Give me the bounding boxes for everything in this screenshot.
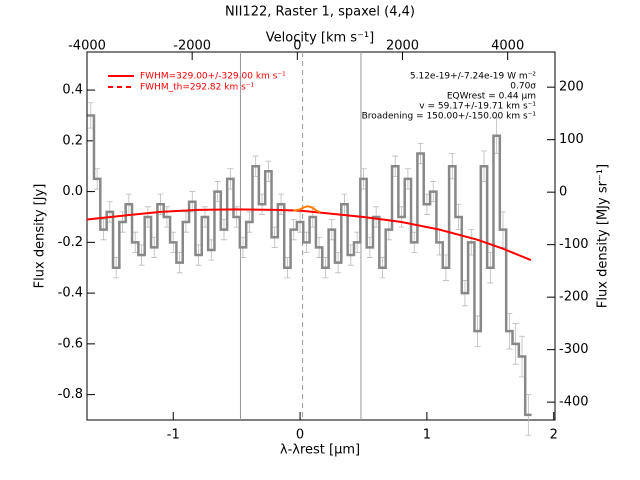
x-tick-label: 2 <box>550 428 558 443</box>
legend-label: FWHM_th=292.82 km s⁻¹ <box>140 83 255 93</box>
y-tick-label: 0.2 <box>62 133 83 148</box>
y-axis-label: Flux density [Jy] <box>33 184 48 289</box>
x2-tick-label: 0 <box>293 39 301 54</box>
y2-tick-label: -200 <box>559 290 589 305</box>
y-tick-label: 0.0 <box>62 184 83 199</box>
component-line <box>293 205 321 214</box>
x2-axis-label: Velocity [km s⁻¹] <box>266 31 374 46</box>
annotation: Broadening = 150.00+/-150.00 km s⁻¹ <box>362 112 537 122</box>
y2-axis-label: Flux density [MJy sr⁻¹] <box>596 164 611 308</box>
y-tick-label: -0.2 <box>58 235 83 250</box>
annotation: v = 59.17+/-19.71 km s⁻¹ <box>419 102 536 112</box>
x-tick-label: -1 <box>167 428 180 443</box>
annotation: 0.70σ <box>510 82 536 92</box>
y-tick-label: -0.8 <box>58 387 83 402</box>
plot-frame <box>86 51 556 421</box>
legend-label: FWHM=329.00+/-329.00 km s⁻¹ <box>140 72 286 82</box>
chart-title: NII122, Raster 1, spaxel (4,4) <box>225 5 415 20</box>
x-tick-label: 1 <box>423 428 431 443</box>
y2-tick-label: -100 <box>559 237 589 252</box>
fit-line <box>86 208 532 262</box>
y-tick-label: 0.4 <box>62 83 83 98</box>
spectrum-line <box>87 114 532 417</box>
annotation: EQWrest = 0.44 μm <box>447 92 536 102</box>
y2-tick-label: 200 <box>559 80 584 95</box>
y-tick-label: -0.6 <box>58 336 83 351</box>
x2-tick-label: -4000 <box>68 39 106 54</box>
y2-tick-label: 0 <box>559 185 567 200</box>
x2-tick-label: 4000 <box>491 39 524 54</box>
x-tick-label: 0 <box>296 428 304 443</box>
x2-tick-label: 2000 <box>386 39 419 54</box>
x2-tick-label: -2000 <box>173 39 211 54</box>
y2-tick-label: -400 <box>559 395 589 410</box>
y2-tick-label: 100 <box>559 132 584 147</box>
annotation: 5.12e-19+/-7.24e-19 W m⁻² <box>410 72 537 82</box>
y2-tick-label: -300 <box>559 342 589 357</box>
y-tick-label: -0.4 <box>58 286 83 301</box>
x-axis-label: λ-λrest [μm] <box>280 443 360 458</box>
